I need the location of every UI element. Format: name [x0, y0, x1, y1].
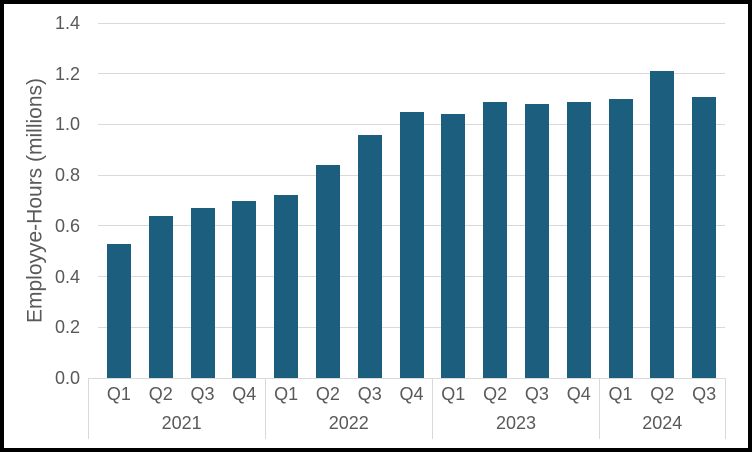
x-axis-quarter-label: Q2 — [315, 384, 340, 404]
bar-2024-q3 — [692, 96, 717, 378]
y-axis-tick-label: 1.0 — [54, 114, 80, 135]
y-axis-tick-label: 1.4 — [54, 13, 80, 33]
x-axis-group-separator — [724, 378, 726, 439]
bar-2023-q2 — [483, 101, 508, 378]
y-axis-tick-label: 1.2 — [54, 63, 80, 84]
x-axis-quarter-label: Q3 — [692, 384, 717, 404]
y-axis-tick-label: 0.2 — [54, 317, 80, 338]
x-axis-quarter-label: Q1 — [106, 384, 131, 404]
bar-2021-q3 — [190, 208, 215, 378]
y-axis-tick-label: 0.6 — [54, 215, 80, 236]
x-axis-group-separator — [431, 378, 433, 439]
gridline — [98, 73, 725, 75]
x-axis-year-label: 2024 — [642, 413, 683, 433]
x-axis-year-label: 2022 — [328, 413, 369, 433]
y-axis-tick-label: 0.8 — [54, 165, 80, 186]
x-axis-quarter-label: Q3 — [190, 384, 215, 404]
gridline — [98, 22, 725, 24]
bar-2024-q1 — [608, 99, 633, 378]
x-axis-quarter-label: Q2 — [650, 384, 675, 404]
x-axis-quarter-label: Q2 — [148, 384, 173, 404]
x-axis-quarter-label: Q1 — [274, 384, 299, 404]
x-axis-line — [88, 377, 725, 379]
bar-2023-q1 — [441, 114, 466, 378]
y-axis-tick-label: 0.0 — [54, 368, 80, 388]
x-axis-quarter-label: Q3 — [357, 384, 382, 404]
bar-2021-q4 — [232, 200, 257, 378]
bar-2024-q2 — [650, 71, 675, 378]
bar-2023-q3 — [524, 104, 549, 378]
bar-2022-q4 — [399, 111, 424, 378]
bar-chart-plot-area: Employye-Hours (millions) 0.0 0.2 0.4 0.6 0.… — [4, 4, 748, 448]
x-axis-year-label: 2023 — [495, 413, 536, 433]
bar-2022-q1 — [274, 195, 299, 378]
x-axis-quarter-label: Q1 — [441, 384, 466, 404]
x-axis-year-label: 2021 — [161, 413, 202, 433]
bar-2022-q2 — [315, 165, 340, 378]
x-axis-quarter-label: Q3 — [524, 384, 549, 404]
bar-2021-q1 — [106, 243, 131, 378]
bar-2022-q3 — [357, 134, 382, 378]
x-axis-quarter-label: Q1 — [608, 384, 633, 404]
x-axis-quarter-label: Q4 — [566, 384, 591, 404]
x-axis-group-separator — [599, 378, 601, 439]
x-axis-group-separator — [264, 378, 266, 439]
x-axis-left-edge — [88, 378, 89, 439]
x-axis-quarter-label: Q2 — [483, 384, 508, 404]
x-axis-quarter-label: Q4 — [232, 384, 257, 404]
bar-2021-q2 — [148, 215, 173, 378]
x-axis-quarter-label: Q4 — [399, 384, 424, 404]
y-axis-tick-label: 0.4 — [54, 266, 80, 287]
bar-2023-q4 — [566, 101, 591, 378]
